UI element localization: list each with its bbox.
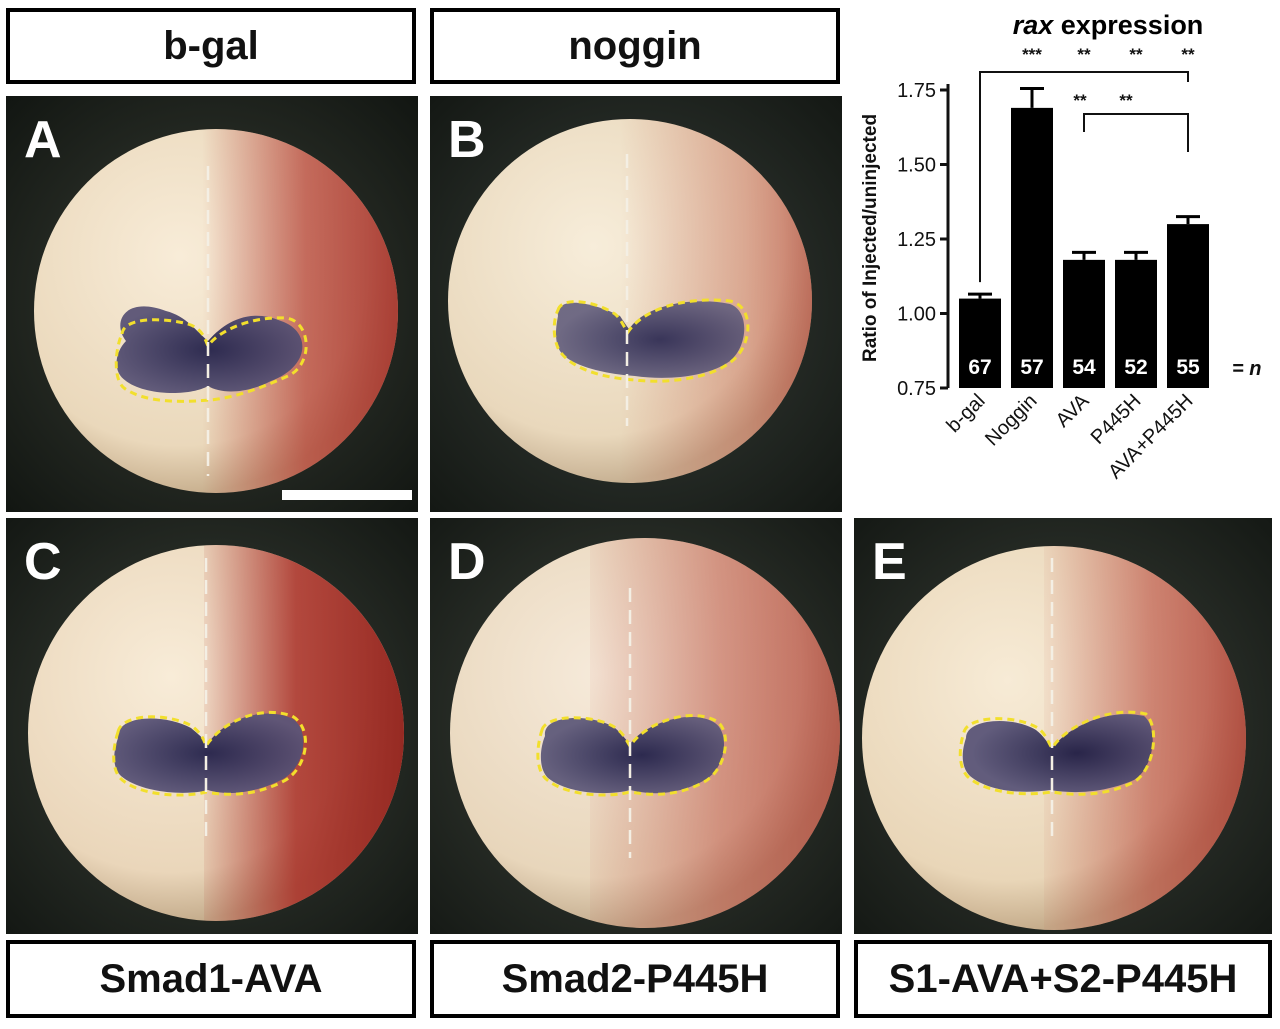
n-label: 57 <box>1020 356 1043 379</box>
panel-letter-a: A <box>24 111 62 169</box>
panel-letter-e: E <box>872 533 907 591</box>
n-label: 67 <box>968 356 991 379</box>
x-tick-label: Noggin <box>981 390 1041 450</box>
significance-mark: ** <box>1077 45 1091 64</box>
embryo-panel-d: D <box>430 518 842 934</box>
panel-letter-d: D <box>448 533 486 591</box>
embryo-panel-e: E <box>854 518 1272 934</box>
label-s1-ava-s2-p445h: S1-AVA+S2-P445H <box>854 940 1272 1018</box>
embryo-panel-b: B <box>430 96 842 512</box>
embryo-image-e <box>854 518 1272 934</box>
panel-letter-b: B <box>448 111 486 169</box>
embryo-image-a <box>6 96 418 512</box>
label-b-gal: b-gal <box>6 8 416 84</box>
scale-bar <box>282 490 412 500</box>
y-tick-label: 1.50 <box>897 155 936 177</box>
chart-title: rax expression <box>1013 10 1204 40</box>
bar <box>1167 224 1209 388</box>
rax-expression-chart: rax expression Ratio of Injected/uninjec… <box>848 0 1280 520</box>
significance-mark: ** <box>1129 45 1143 64</box>
significance-mark: *** <box>1022 45 1042 64</box>
significance-mark: ** <box>1181 45 1195 64</box>
embryo-panel-a: A <box>6 96 418 512</box>
n-label: 54 <box>1072 356 1096 379</box>
y-axis-label: Ratio of Injected/uninjected <box>860 114 881 362</box>
y-tick-label: 1.00 <box>897 304 936 326</box>
bar <box>1115 259 1157 388</box>
y-tick-label: 0.75 <box>897 378 936 400</box>
x-tick-label: b-gal <box>943 390 990 437</box>
n-label: 55 <box>1176 356 1200 379</box>
bar <box>959 298 1001 388</box>
significance-annotations: *** ** ** **** ** <box>979 45 1195 283</box>
bracket-vs-ava-p445h <box>1083 113 1189 152</box>
bracket-vs-bgal <box>979 71 1189 283</box>
significance-mark: ** <box>1073 91 1087 110</box>
bars: 67 57 54 52 55 <box>959 87 1209 388</box>
n-label: 52 <box>1124 356 1147 379</box>
embryo-panel-c: C <box>6 518 418 934</box>
y-tick-label: 1.25 <box>897 229 936 251</box>
embryo-image-c <box>6 518 418 934</box>
label-noggin: noggin <box>430 8 840 84</box>
x-tick-label: AVA <box>1052 390 1094 432</box>
chart-svg: rax expression Ratio of Injected/uninjec… <box>860 10 1261 484</box>
bar <box>1063 259 1105 388</box>
label-smad1-ava: Smad1-AVA <box>6 940 416 1018</box>
n-suffix-label: = n <box>1232 358 1261 380</box>
panel-letter-c: C <box>24 533 62 591</box>
bar <box>1011 107 1053 388</box>
label-smad2-p445h: Smad2-P445H <box>430 940 840 1018</box>
significance-mark: ** <box>1119 91 1133 110</box>
y-tick-label: 1.75 <box>897 80 936 102</box>
embryo-image-d <box>430 518 842 934</box>
embryo-image-b <box>430 96 842 512</box>
y-axis: 0.75 1.00 1.25 1.50 1.75 <box>897 80 950 400</box>
